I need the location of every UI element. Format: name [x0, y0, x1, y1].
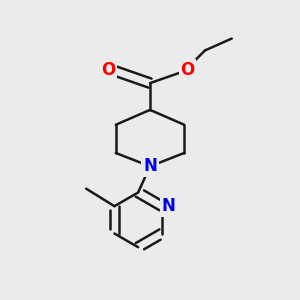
Text: N: N	[143, 157, 157, 175]
Text: N: N	[161, 197, 175, 215]
Text: O: O	[181, 61, 195, 79]
Text: O: O	[101, 61, 116, 79]
